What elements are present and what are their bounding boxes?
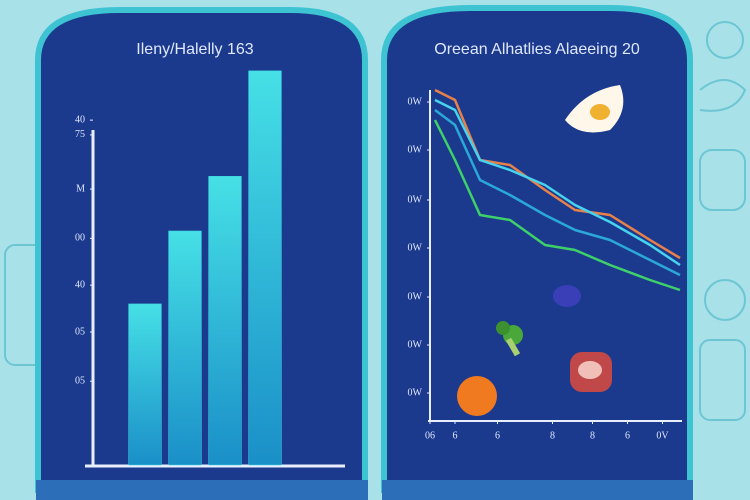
y-tick-label: 0W: [408, 194, 423, 205]
y-tick-label: 0W: [408, 387, 423, 398]
left-base: [36, 480, 368, 500]
chart-title: Ileny/Halelly 163: [136, 41, 254, 58]
x-tick-label: 0V: [656, 430, 669, 441]
background-decor: [4, 21, 747, 421]
y-tick-label: 05: [75, 326, 85, 337]
food-icons: [457, 85, 624, 416]
y-tick-label: 0W: [408, 96, 423, 107]
bar: [128, 303, 162, 466]
y-tick-label: 40: [75, 279, 85, 290]
right-base: [382, 480, 693, 500]
x-tick-label: 8: [590, 430, 595, 441]
bar: [248, 70, 282, 466]
y-tick-label: 0W: [408, 242, 423, 253]
y-tick-label: 0W: [408, 144, 423, 155]
bar: [208, 176, 242, 466]
y-tick-label: 05: [75, 376, 85, 387]
chart-title: Oreean Alhatlies Alaeeing 20: [434, 41, 640, 58]
y-tick-label: 0W: [408, 339, 423, 350]
x-tick-label: 8: [550, 430, 555, 441]
y-tick-label: 75: [75, 129, 85, 140]
y-tick-label: M: [76, 183, 85, 194]
y-tick-label: 0W: [408, 291, 423, 302]
line-series: [433, 119, 681, 292]
x-tick-label: 06: [425, 430, 435, 441]
y-tick-label: 40: [75, 114, 85, 125]
bar: [168, 230, 202, 466]
x-tick-label: 6: [453, 430, 458, 441]
line-series: [434, 88, 681, 260]
right-panel: [381, 5, 693, 493]
y-tick-label: 00: [75, 233, 85, 244]
line-series: [434, 109, 681, 277]
x-tick-label: 6: [495, 430, 500, 441]
x-tick-label: 6: [625, 430, 630, 441]
line-series: [434, 98, 681, 267]
